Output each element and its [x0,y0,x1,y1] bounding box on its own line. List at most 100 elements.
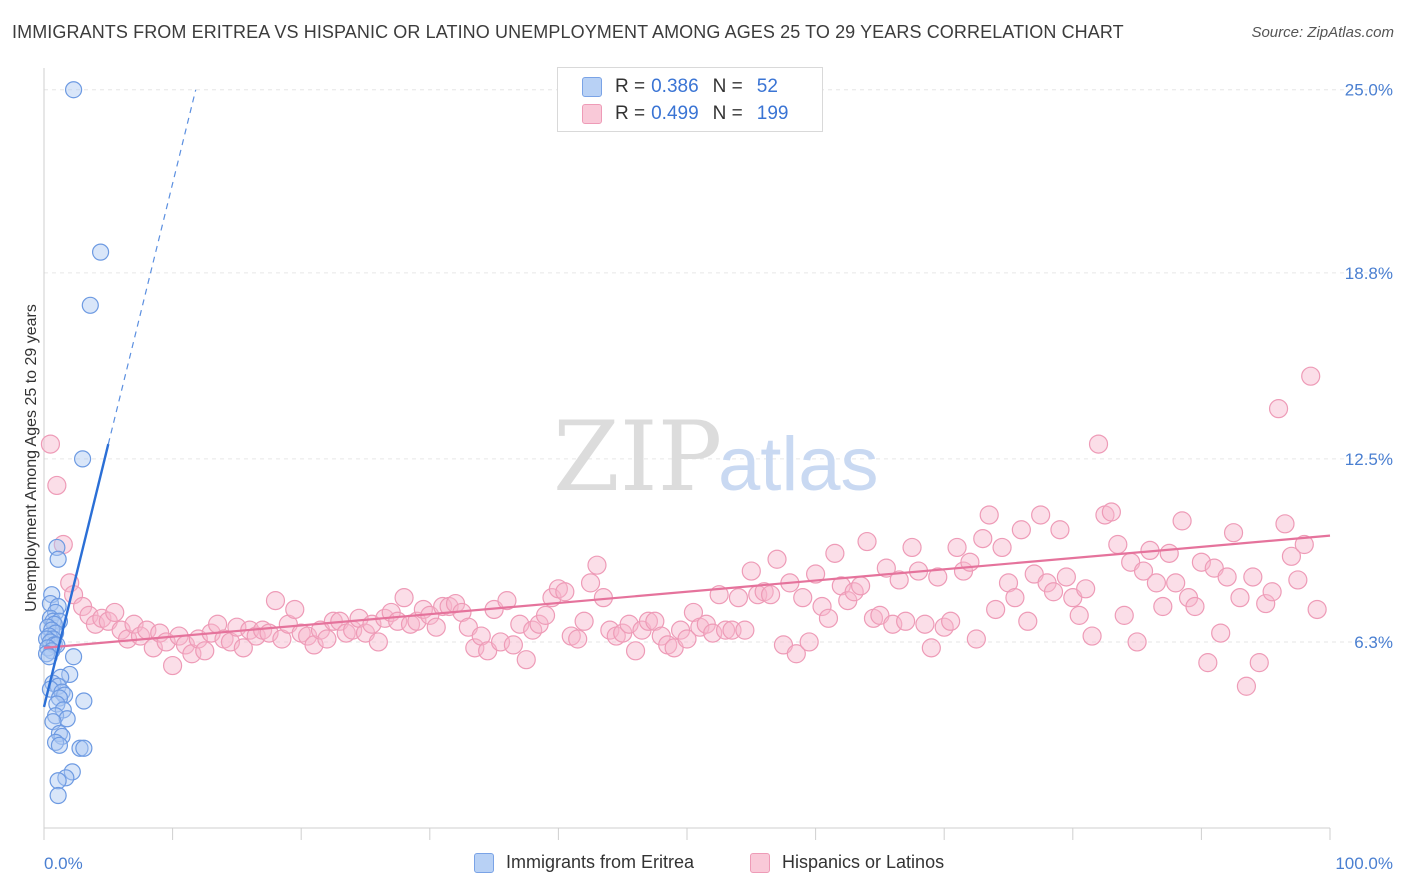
stats-legend: R = 0.386 N = 52 R = 0.499 N = 199 [557,67,823,132]
eritrea-point [63,763,81,781]
hispanic-point [163,655,183,676]
legend-swatch-eritrea [582,77,602,97]
hispanic-point [580,573,601,593]
hispanic-point [1217,567,1237,587]
hispanic-point [889,570,909,590]
eritrea-point [91,243,110,261]
hispanic-point [1050,520,1070,540]
hispanic-point [902,537,922,558]
hispanic-point [799,632,819,652]
hispanic-point [625,641,646,661]
hispanic-point [317,629,337,649]
hispanic-point [677,629,697,649]
hispanic-point [638,611,659,631]
legend-n-label: N = [712,76,743,97]
hispanic-point [1043,582,1064,602]
axes [43,68,1331,840]
hispanic-point [876,558,896,578]
hispanic-point [1146,573,1166,593]
hispanic-point [1275,514,1295,534]
watermark-atlas: atlas [718,422,879,507]
source-label: Source: ZipAtlas.com [1251,24,1394,41]
hispanic-point [1198,653,1218,673]
gridlines [44,89,1390,643]
legend-r-value: 0.386 [651,76,699,97]
hispanic-point [1256,593,1276,614]
eritrea-point [81,296,99,314]
legend-n-value: 199 [756,103,789,124]
hispanic-point [1159,543,1179,563]
series-swatch-eritrea [474,852,494,873]
x-tick-label: 0.0% [44,854,83,873]
hispanic-point [368,632,388,652]
hispanic-point [574,611,594,631]
legend-row-eritrea: R = 0.386 N = 52 [582,74,778,100]
legend-r-label: R = [615,103,646,124]
hispanic-point [1133,561,1154,581]
hispanic-trendline [43,534,1331,649]
hispanic-point [1243,567,1263,587]
hispanic-point [896,611,916,631]
hispanic-point [1101,502,1121,522]
hispanic-point [805,564,826,584]
hispanic-point [1172,511,1192,531]
hispanic-point [1076,579,1096,599]
eritrea-point [58,710,76,728]
hispanic-point [1294,534,1314,555]
legend-n-value: 52 [756,76,778,97]
hispanic-point [728,588,749,608]
hispanic-point [986,599,1006,620]
hispanic-point [1268,399,1289,419]
hispanic-point [1031,505,1051,525]
y-tick-label: 12.5% [1345,450,1393,469]
watermark: ZIP atlas [553,401,879,513]
hispanic-point [741,561,761,581]
eritrea-point [49,786,67,805]
eritrea-point [75,692,93,710]
hispanic-point [426,617,446,637]
hispanic-point [1056,567,1076,587]
series-legend-hispanic[interactable]: Hispanics or Latinos [750,852,944,873]
eritrea-point [37,645,56,663]
hispanic-point [47,475,67,496]
hispanic-point [979,505,999,525]
hispanic-point [1249,653,1269,673]
hispanic-point [1307,599,1327,620]
hispanic-point [587,555,607,575]
hispanic-point [1288,570,1308,590]
series-label-hispanic: Hispanics or Latinos [782,852,945,872]
hispanic-point [1301,366,1321,386]
hispanic-point [1230,588,1250,608]
legend-n-label: N = [712,103,743,124]
hispanic-point [786,644,806,664]
hispanic-point [818,608,839,628]
hispanic-point [285,599,305,620]
hispanic-point [568,629,588,649]
eritrea-point [50,724,69,743]
hispanic-point [1185,596,1205,617]
hispanic-point [535,605,556,625]
eritrea-points [37,81,110,805]
eritrea-trendline [42,443,110,708]
hispanic-point [851,576,871,596]
hispanic-point [857,531,877,552]
y-tick-label: 18.8% [1345,264,1393,283]
hispanic-point [921,638,941,658]
eritrea-point [71,739,89,757]
series-label-eritrea: Immigrants from Eritrea [506,852,695,872]
hispanic-point [966,629,986,649]
hispanic-point [516,650,536,670]
hispanic-point [1114,605,1134,625]
series-legend-eritrea[interactable]: Immigrants from Eritrea [474,852,694,873]
legend-r-value: 0.499 [651,103,699,124]
hispanic-point [1082,626,1102,646]
eritrea-point [73,450,92,468]
eritrea-point [50,736,69,754]
hispanic-point [40,434,61,454]
hispanic-point [1011,520,1031,540]
hispanic-point [812,596,832,617]
hispanic-point [1127,632,1147,652]
x-tick-label: 100.0% [1335,854,1393,873]
x-tick-labels: 0.0% 100.0% [44,854,1393,873]
hispanic-point [825,543,845,563]
